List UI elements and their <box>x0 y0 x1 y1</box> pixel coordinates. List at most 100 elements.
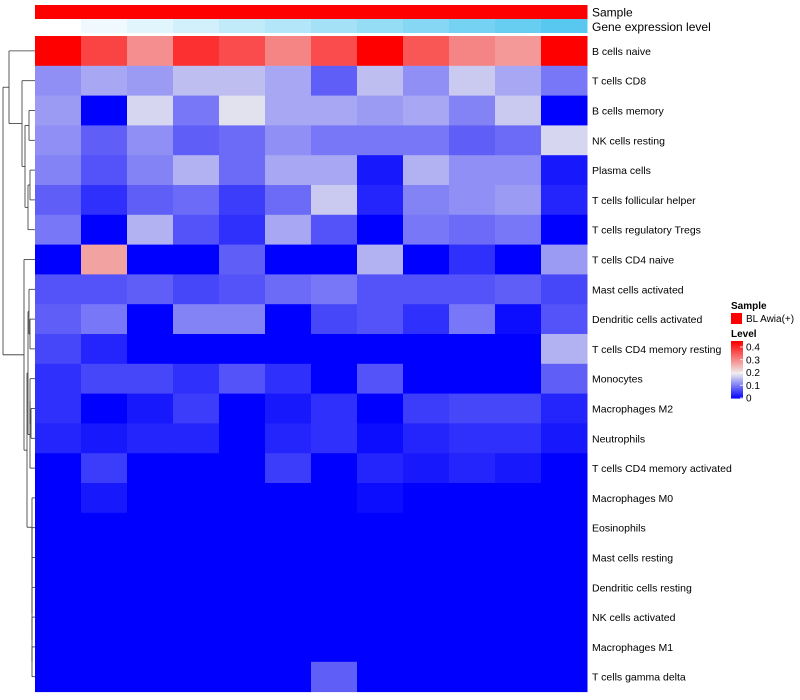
heatmap-cell <box>265 542 312 573</box>
heatmap-cell <box>35 602 82 633</box>
heatmap-cell <box>357 155 404 186</box>
heatmap-cell <box>449 36 496 67</box>
heatmap-cell <box>173 155 220 186</box>
heatmap-cell <box>449 274 496 305</box>
gene-expression-annotation-cell <box>449 19 496 33</box>
legend-colorbar-segment <box>731 365 743 368</box>
heatmap-cell <box>403 661 450 693</box>
heatmap-cell <box>495 661 542 693</box>
heatmap-cell <box>173 244 220 275</box>
heatmap-cell <box>127 36 174 67</box>
heatmap-cell <box>265 363 312 395</box>
heatmap-cell <box>357 363 404 395</box>
heatmap-cell <box>127 363 174 395</box>
heatmap-cell <box>127 304 174 335</box>
legend-colorbar-segment <box>731 355 743 358</box>
heatmap-cell <box>173 334 220 365</box>
heatmap-cell <box>403 423 450 454</box>
heatmap-cell <box>495 542 542 573</box>
heatmap-cell <box>541 125 588 156</box>
row-label: Neutrophils <box>592 433 645 445</box>
heatmap-cell <box>495 334 542 365</box>
heatmap-cell <box>265 244 312 275</box>
legend-colorbar-segment <box>731 359 743 362</box>
legend-colorbar-segment <box>731 343 743 346</box>
legend-colorbar-segment <box>731 380 743 383</box>
heatmap-cell <box>219 274 266 305</box>
legend-colorbar-segment <box>731 388 743 391</box>
heatmap-cells <box>35 36 588 693</box>
row-label: Macrophages M1 <box>592 642 673 654</box>
heatmap-cell <box>495 363 542 395</box>
heatmap-cell <box>127 214 174 246</box>
heatmap-cell <box>541 274 588 305</box>
heatmap-cell <box>541 572 588 603</box>
heatmap-cell <box>495 274 542 305</box>
legend-colorbar-segment <box>731 362 743 365</box>
heatmap-cell <box>127 483 174 514</box>
heatmap-cell <box>495 185 542 216</box>
heatmap-cell <box>265 453 312 484</box>
heatmap-cell <box>495 214 542 246</box>
heatmap-cell <box>35 65 82 97</box>
row-labels: B cells naive T cells CD8 B cells memory NK… <box>592 46 732 684</box>
legend-colorbar-segment <box>731 349 743 352</box>
gene-expression-annotation-cell <box>541 19 588 33</box>
heatmap-cell <box>81 155 128 186</box>
legend-colorbar-segment <box>731 353 743 356</box>
heatmap-cell <box>81 512 128 544</box>
heatmap-cell <box>35 95 82 126</box>
heatmap-cell <box>173 572 220 603</box>
heatmap-cell <box>265 483 312 514</box>
heatmap-cell <box>403 274 450 305</box>
legend-colorbar-segment <box>731 396 743 399</box>
legend-colorbar-segment <box>731 393 743 396</box>
heatmap-cell <box>357 95 404 126</box>
legend-colorbar-segment <box>731 376 743 379</box>
heatmap-cell <box>541 602 588 633</box>
heatmap-cell <box>357 512 404 544</box>
row-label: T cells CD4 memory activated <box>592 463 732 475</box>
heatmap-cell <box>311 363 358 395</box>
heatmap-cell <box>449 453 496 484</box>
heatmap-cell <box>449 244 496 275</box>
heatmap-cell <box>35 185 82 216</box>
heatmap-cell <box>219 572 266 603</box>
heatmap-cell <box>495 36 542 67</box>
heatmap-cell <box>403 244 450 275</box>
heatmap-cell <box>173 512 220 544</box>
heatmap-cell <box>219 542 266 573</box>
legend-colorbar-segment <box>731 370 743 373</box>
legend-colorbar-segment <box>731 363 743 366</box>
heatmap-cell <box>541 483 588 514</box>
heatmap-cell <box>311 214 358 246</box>
heatmap-cell <box>127 632 174 663</box>
heatmap-cell <box>81 423 128 454</box>
heatmap-cell <box>127 155 174 186</box>
gene-expression-track-label: Gene expression level <box>592 20 711 34</box>
heatmap-cell <box>173 274 220 305</box>
heatmap-cell <box>449 125 496 156</box>
heatmap-cell <box>403 334 450 365</box>
legend-colorbar-segment <box>731 360 743 363</box>
heatmap-cell <box>357 304 404 335</box>
heatmap-cell <box>265 602 312 633</box>
legend-colorbar-segment <box>731 341 743 344</box>
heatmap-cell <box>311 304 358 335</box>
sample-annotation-cell <box>81 5 128 19</box>
heatmap-cell <box>357 453 404 484</box>
heatmap-cell <box>81 572 128 603</box>
heatmap-cell <box>81 542 128 573</box>
heatmap-cell <box>265 36 312 67</box>
row-label: NK cells activated <box>592 612 676 624</box>
heatmap-cell <box>173 304 220 335</box>
legend-colorbar-segment <box>731 386 743 389</box>
heatmap-cell <box>35 125 82 156</box>
heatmap-cell <box>35 393 82 424</box>
gene-expression-annotation-cell <box>127 19 174 33</box>
heatmap-cell <box>357 483 404 514</box>
heatmap-cell <box>35 214 82 246</box>
heatmap-cell <box>219 483 266 514</box>
heatmap-cell <box>449 542 496 573</box>
heatmap-cell <box>495 483 542 514</box>
